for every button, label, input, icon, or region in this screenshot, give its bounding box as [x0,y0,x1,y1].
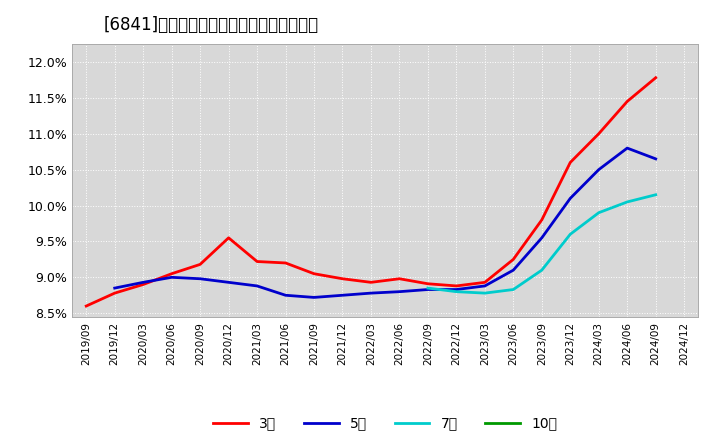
5年 [452,287,461,292]
3年 [480,280,489,285]
3年 [366,280,375,285]
3年 [537,217,546,223]
7年 [623,199,631,205]
3年 [566,160,575,165]
Text: [6841]　経常利益マージンの平均値の推移: [6841] 経常利益マージンの平均値の推移 [104,16,318,34]
7年 [652,192,660,198]
5年 [282,293,290,298]
5年 [139,280,148,285]
5年 [225,280,233,285]
Line: 3年: 3年 [86,78,656,306]
5年 [537,235,546,241]
Legend: 3年, 5年, 7年, 10年: 3年, 5年, 7年, 10年 [207,411,563,436]
5年 [652,156,660,161]
3年 [652,75,660,81]
5年 [595,167,603,172]
3年 [196,262,204,267]
7年 [537,268,546,273]
5年 [366,290,375,296]
Line: 5年: 5年 [114,148,656,297]
5年 [110,286,119,291]
Line: 7年: 7年 [428,195,656,293]
5年 [338,293,347,298]
5年 [395,289,404,294]
7年 [509,287,518,292]
5年 [253,283,261,289]
3年 [310,271,318,276]
5年 [509,268,518,273]
3年 [167,271,176,276]
7年 [480,290,489,296]
5年 [423,287,432,292]
7年 [452,289,461,294]
3年 [110,290,119,296]
3年 [338,276,347,282]
3年 [282,260,290,266]
5年 [196,276,204,282]
3年 [82,304,91,309]
3年 [395,276,404,282]
7年 [423,286,432,291]
3年 [139,282,148,287]
5年 [566,196,575,201]
7年 [566,231,575,237]
5年 [480,283,489,289]
5年 [310,295,318,300]
3年 [452,283,461,289]
5年 [167,275,176,280]
5年 [623,146,631,151]
3年 [253,259,261,264]
3年 [423,281,432,286]
3年 [509,257,518,262]
3年 [623,99,631,104]
3年 [595,131,603,136]
3年 [225,235,233,241]
7年 [595,210,603,215]
